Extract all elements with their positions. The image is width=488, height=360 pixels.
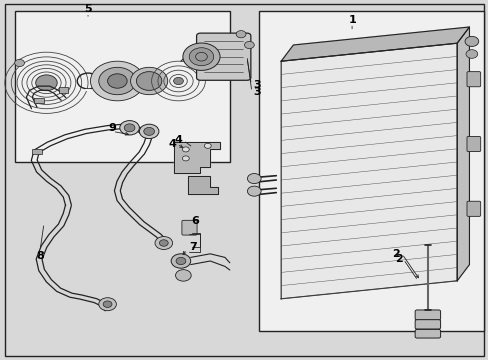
Circle shape — [244, 41, 254, 49]
Circle shape — [124, 124, 135, 132]
FancyBboxPatch shape — [466, 136, 480, 152]
FancyBboxPatch shape — [466, 201, 480, 216]
FancyBboxPatch shape — [414, 320, 440, 329]
Circle shape — [130, 67, 167, 95]
Polygon shape — [456, 27, 468, 281]
FancyBboxPatch shape — [196, 33, 250, 80]
Circle shape — [236, 31, 245, 38]
FancyBboxPatch shape — [182, 220, 197, 235]
Circle shape — [136, 72, 162, 90]
Circle shape — [173, 77, 183, 85]
Circle shape — [107, 74, 127, 88]
Polygon shape — [188, 176, 217, 194]
Text: 3: 3 — [252, 87, 260, 97]
Text: 5: 5 — [84, 4, 92, 14]
Circle shape — [465, 50, 477, 58]
Circle shape — [182, 147, 189, 152]
Circle shape — [139, 124, 159, 139]
Circle shape — [464, 36, 478, 46]
Circle shape — [171, 254, 190, 268]
Bar — [34, 98, 44, 103]
Circle shape — [195, 53, 207, 61]
Circle shape — [204, 143, 211, 148]
Circle shape — [99, 67, 136, 95]
FancyBboxPatch shape — [466, 72, 480, 87]
Circle shape — [182, 156, 189, 161]
Text: 6: 6 — [191, 216, 199, 226]
Circle shape — [183, 43, 220, 71]
Text: 4: 4 — [174, 135, 182, 145]
FancyBboxPatch shape — [414, 310, 440, 320]
Bar — [32, 149, 41, 154]
Text: 2: 2 — [391, 249, 399, 259]
Circle shape — [36, 75, 57, 91]
Circle shape — [99, 298, 116, 311]
Text: 8: 8 — [36, 251, 44, 261]
Circle shape — [90, 61, 144, 101]
Circle shape — [155, 237, 172, 249]
Circle shape — [143, 127, 154, 135]
Circle shape — [176, 257, 185, 265]
Bar — [259, 11, 483, 331]
Text: 3: 3 — [252, 80, 260, 90]
Text: 1: 1 — [347, 15, 355, 25]
Circle shape — [175, 270, 191, 281]
Text: 9: 9 — [108, 123, 116, 133]
Bar — [59, 87, 68, 93]
Circle shape — [159, 240, 168, 246]
Text: 4: 4 — [168, 139, 176, 149]
Bar — [15, 11, 229, 162]
FancyBboxPatch shape — [414, 329, 440, 338]
Polygon shape — [281, 43, 456, 299]
Circle shape — [120, 121, 139, 135]
Text: 7: 7 — [189, 242, 197, 252]
Text: 2: 2 — [394, 254, 402, 264]
Circle shape — [247, 174, 261, 184]
Circle shape — [15, 59, 24, 67]
Circle shape — [247, 186, 261, 196]
Circle shape — [103, 301, 112, 307]
Circle shape — [189, 48, 213, 66]
Polygon shape — [281, 27, 468, 61]
Polygon shape — [173, 142, 220, 173]
